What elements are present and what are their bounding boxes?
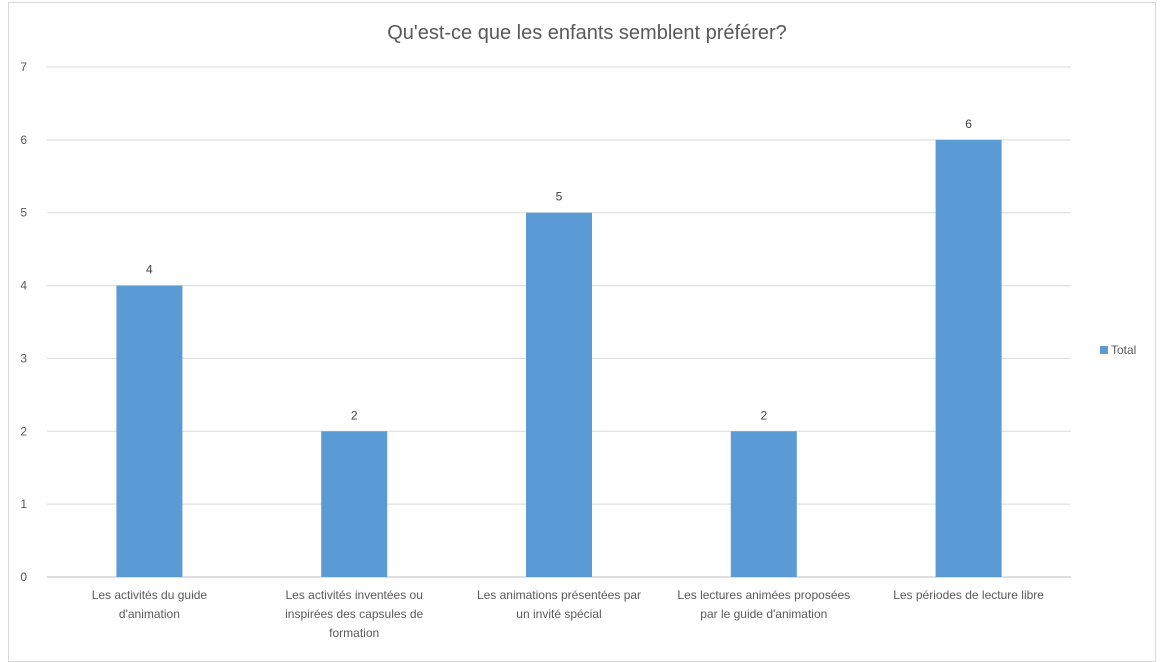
bar [730,431,797,577]
y-axis-ticks: 0 1 2 3 4 5 6 7 [20,60,27,584]
y-tick-label: 7 [20,60,27,74]
category-label: Les activités inventées ou inspirées des … [285,588,423,640]
chart-frame: Qu'est-ce que les enfants semblent préfé… [8,2,1156,662]
bar [935,139,1002,577]
data-label: 2 [760,408,767,422]
category-label: Les activités du guide d'animation [92,588,208,621]
y-tick-label: 5 [20,206,27,220]
y-tick-label: 1 [20,497,27,511]
data-label: 2 [351,408,358,422]
category-label: Les animations présentées par un invité s… [477,588,641,621]
bars [116,139,1002,577]
legend-label: Total [1111,343,1136,357]
y-tick-label: 0 [20,570,27,584]
y-tick-label: 2 [20,424,27,438]
category-labels: Les activités du guide d'animation Les act… [92,588,1045,640]
category-label: Les périodes de lecture libre [893,588,1044,602]
legend-swatch [1100,346,1108,354]
bar [116,285,183,577]
y-tick-label: 4 [20,279,27,293]
chart-title: Qu'est-ce que les enfants semblent préfé… [387,22,787,44]
bar-chart: Qu'est-ce que les enfants semblent préfé… [20,22,1136,640]
data-label: 4 [146,263,153,277]
data-labels: 4 2 5 2 6 [146,117,972,422]
y-tick-label: 6 [20,133,27,147]
bar [526,212,592,577]
bar [321,431,388,577]
data-label: 5 [556,190,563,204]
y-tick-label: 3 [20,351,27,365]
data-label: 6 [965,117,972,131]
category-label: Les lectures animées proposées par le gui… [677,588,850,621]
legend: Total [1100,343,1136,357]
